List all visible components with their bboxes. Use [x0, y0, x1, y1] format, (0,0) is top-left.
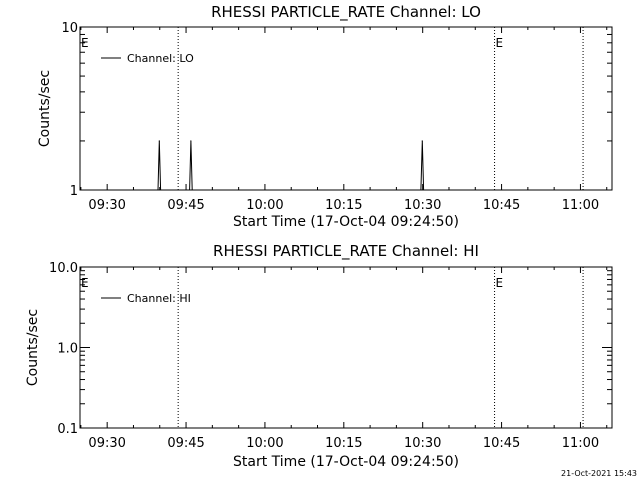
x-tick-label: 10:30 [404, 436, 441, 451]
y-tick-label: 1 [70, 184, 78, 199]
footer-timestamp: 21-Oct-2021 15:43 [561, 469, 637, 478]
chart-title-hi: RHESSI PARTICLE_RATE Channel: HI [213, 242, 479, 261]
x-tick-label: 10:30 [404, 198, 441, 213]
eclipse-marker-label: E [496, 36, 504, 50]
x-tick-label: 09:45 [167, 198, 204, 213]
y-tick-label: 0.1 [57, 422, 78, 437]
data-point-peak [158, 140, 160, 142]
eclipse-marker-label: E [81, 276, 89, 290]
y-tick-label: 10.0 [49, 261, 78, 276]
data-point-peak [190, 140, 192, 142]
series-line-lo [156, 140, 425, 191]
y-tick-label: 10 [61, 21, 78, 36]
chart-title-lo: RHESSI PARTICLE_RATE Channel: LO [211, 3, 481, 22]
x-tick-label: 10:15 [325, 198, 362, 213]
x-tick-label: 09:30 [88, 198, 125, 213]
y-axis-label-hi: Counts/sec [25, 309, 41, 386]
x-tick-label: 09:30 [88, 436, 125, 451]
x-tick-label: 10:00 [246, 198, 283, 213]
eclipse-marker-label: E [81, 36, 89, 50]
data-point-peak [421, 140, 423, 142]
x-tick-label: 10:00 [246, 436, 283, 451]
x-tick-label: 10:45 [483, 436, 520, 451]
x-tick-label: 10:15 [325, 436, 362, 451]
x-axis-label-lo: Start Time (17-Oct-04 09:24:50) [233, 214, 459, 230]
x-tick-label: 11:00 [562, 198, 599, 213]
x-tick-label: 09:45 [167, 436, 204, 451]
legend-label-lo: Channel: LO [127, 52, 194, 65]
x-tick-label: 10:45 [483, 198, 520, 213]
legend-label-hi: Channel: HI [127, 292, 191, 305]
x-tick-label: 11:00 [562, 436, 599, 451]
y-axis-label-lo: Counts/sec [37, 70, 53, 147]
eclipse-marker-label: E [496, 276, 504, 290]
y-tick-label: 1.0 [57, 342, 78, 357]
x-axis-label-hi: Start Time (17-Oct-04 09:24:50) [233, 454, 459, 470]
